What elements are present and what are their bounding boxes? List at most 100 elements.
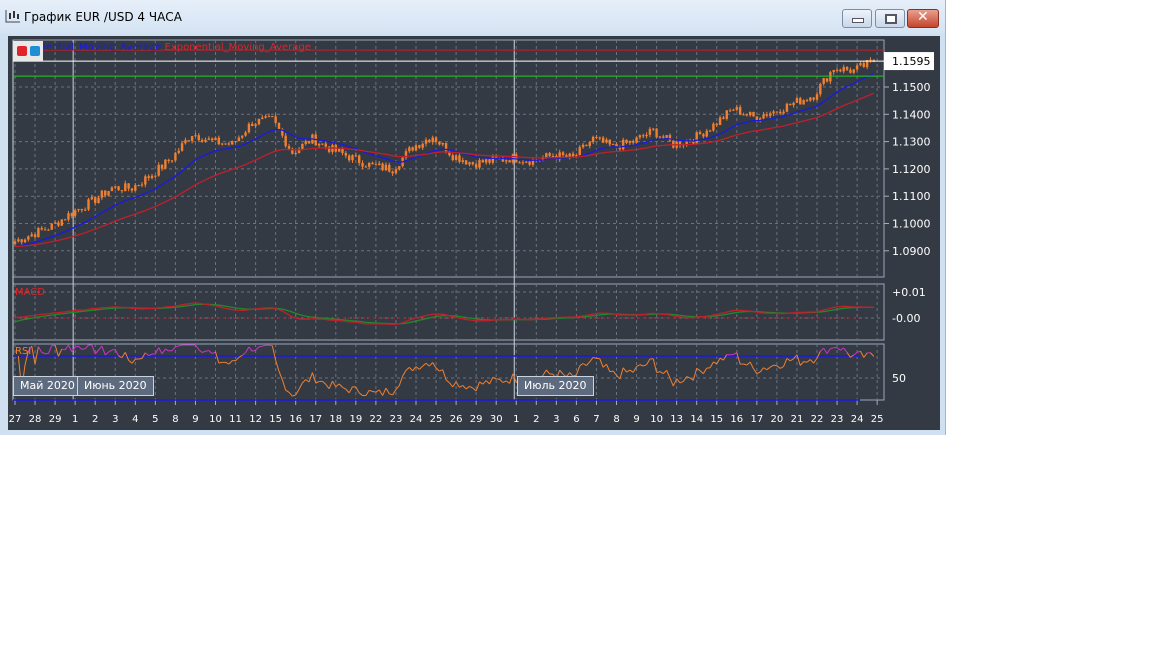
rsi-line-segment <box>619 367 624 380</box>
rsi-line-segment <box>31 345 36 365</box>
date-label: 13 <box>670 414 683 425</box>
rsi-line-segment <box>756 371 761 375</box>
rsi-line-segment <box>378 389 384 396</box>
candle-body <box>90 197 94 200</box>
date-label: 17 <box>309 414 322 425</box>
date-label: 29 <box>470 414 483 425</box>
rsi-line-segment <box>402 370 407 377</box>
rsi-line-segment <box>856 350 861 353</box>
rsi-line-segment <box>730 353 734 356</box>
candle-body <box>862 63 865 67</box>
rsi-line-segment <box>662 369 667 374</box>
candle-body <box>384 164 388 171</box>
date-label: 17 <box>750 414 763 425</box>
candle-body <box>110 187 114 192</box>
rsi-line-segment <box>201 350 206 353</box>
candle-body <box>454 155 458 161</box>
candle-body <box>568 153 571 158</box>
candle-body <box>802 100 805 105</box>
candle-body <box>845 67 849 70</box>
candle-body <box>47 229 50 231</box>
legend-ema-blue[interactable]: Exponential_Moving_Average <box>15 42 162 53</box>
minimize-button[interactable] <box>842 9 872 28</box>
candle-body <box>404 151 408 158</box>
candle-body <box>357 155 361 163</box>
legend-ema-red[interactable]: Exponential_Moving_Average <box>164 42 311 53</box>
rsi-line-segment <box>612 370 617 376</box>
candle-body <box>615 143 618 147</box>
indicator-legend: Exponential_Moving_Average Exponential_M… <box>15 42 311 60</box>
rsi-line-segment <box>702 367 708 374</box>
date-label: 12 <box>249 414 262 425</box>
rsi-line-segment <box>799 361 805 366</box>
rsi-line-segment <box>445 379 450 384</box>
price-chart[interactable]: 27 28 29 1 2 3 4 5 8 9 10 11 12 15 16 17 18 19 22 23 24 25 26 2… <box>0 0 945 435</box>
rsi-line-segment <box>820 347 825 352</box>
candle-body <box>471 162 475 165</box>
rsi-line-segment <box>78 345 83 350</box>
red-square-icon[interactable] <box>17 46 27 56</box>
candle-body <box>344 153 348 156</box>
rsi-line-segment <box>429 362 434 367</box>
candle-body <box>835 69 839 71</box>
rsi-line-segment <box>666 370 671 379</box>
maximize-button[interactable] <box>875 9 905 28</box>
candle-body <box>157 164 160 176</box>
month-label: Июль 2020 <box>517 376 594 396</box>
candle-body <box>561 152 565 156</box>
date-label: 20 <box>771 414 784 425</box>
rsi-line-segment <box>325 383 330 390</box>
rsi-line-segment <box>415 366 420 370</box>
rsi-line-segment <box>769 364 774 368</box>
date-label: 10 <box>209 414 222 425</box>
candle-body <box>595 136 598 138</box>
rsi-line-segment <box>686 376 691 379</box>
macd-tick-label: -0.00 <box>892 312 920 325</box>
candle-body <box>725 110 728 119</box>
close-button[interactable]: ✕ <box>907 9 939 28</box>
candle-body <box>134 185 137 191</box>
rsi-line-segment <box>826 348 831 354</box>
rsi-line-segment <box>252 349 256 352</box>
candle-body <box>217 137 221 145</box>
rsi-line-segment <box>278 371 283 380</box>
rsi-line-segment <box>365 390 370 396</box>
candle-body <box>261 117 264 120</box>
rsi-line-segment <box>485 380 490 385</box>
candle-body <box>581 144 585 148</box>
candle-body <box>598 137 601 139</box>
candle-body <box>371 162 374 165</box>
candle-body <box>829 72 832 82</box>
candle-body <box>705 130 708 137</box>
candle-body <box>207 138 211 140</box>
rsi-line-segment <box>432 362 437 369</box>
date-label: 3 <box>553 414 559 425</box>
candle-body <box>738 107 742 115</box>
candle-body <box>832 70 835 73</box>
rsi-line-segment <box>425 362 430 367</box>
candle-body <box>408 147 411 152</box>
date-label: 2 <box>92 414 98 425</box>
candle-body <box>130 188 134 191</box>
date-label: 16 <box>289 414 302 425</box>
candle-body <box>758 118 762 121</box>
blue-square-icon[interactable] <box>30 46 40 56</box>
candle-body <box>210 138 214 141</box>
rsi-line-segment <box>271 345 277 361</box>
candle-body <box>662 136 665 138</box>
rsi-line-segment <box>228 360 233 365</box>
rsi-line-segment <box>124 352 130 361</box>
candle-body <box>421 143 424 148</box>
candle-body <box>782 111 785 114</box>
candle-body <box>625 139 628 143</box>
date-label: 1 <box>513 414 519 425</box>
candle-body <box>251 123 254 127</box>
candle-body <box>638 135 642 138</box>
date-label: 16 <box>730 414 743 425</box>
candle-body <box>117 186 120 191</box>
rsi-line-segment <box>863 352 868 358</box>
month-label: Май 2020 <box>13 376 82 396</box>
candle-body <box>391 171 394 174</box>
candle-body <box>668 135 672 141</box>
rsi-line-segment <box>606 364 611 372</box>
